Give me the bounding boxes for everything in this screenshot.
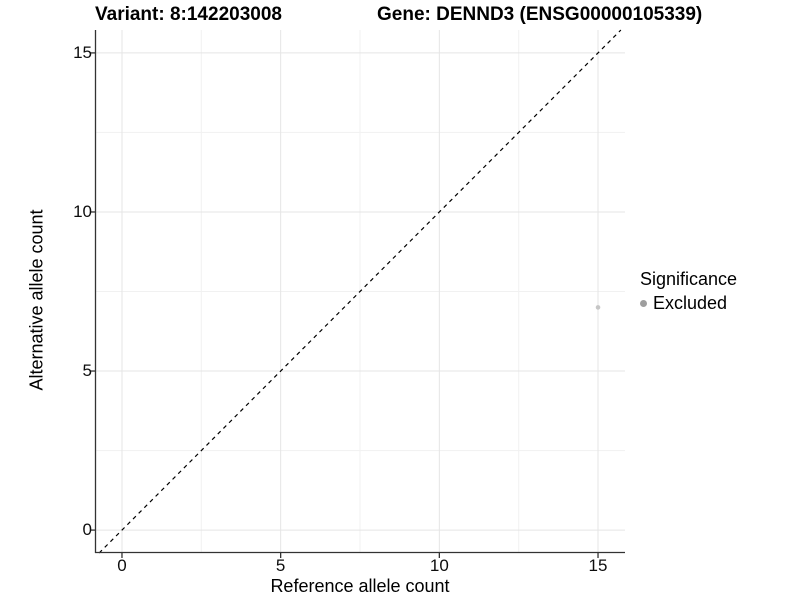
legend-item: Excluded <box>640 292 737 314</box>
identity-dashed-line <box>98 29 622 554</box>
x-tick-label: 10 <box>429 556 449 575</box>
plot-title-gene: Gene: DENND3 (ENSG00000105339) <box>377 4 703 25</box>
y-tick-label: 10 <box>73 201 92 221</box>
legend-title: Significance <box>640 269 738 289</box>
legend-item-label: Excluded <box>653 293 728 313</box>
legend-items: Excluded <box>640 292 737 314</box>
legend: Significance Excluded <box>640 268 737 314</box>
y-tick-label: 15 <box>73 42 92 62</box>
plot-panel <box>90 29 625 558</box>
y-axis-title: Alternative allele count <box>26 209 47 391</box>
x-tick-label: 15 <box>588 556 608 575</box>
legend-point-icon <box>640 299 647 307</box>
scatter-plot-svg <box>90 29 625 558</box>
x-tick-label: 0 <box>117 556 127 575</box>
y-tick-label: 0 <box>82 520 92 540</box>
x-axis-title: Reference allele count <box>270 576 450 596</box>
data-point <box>595 305 601 310</box>
plot-title-variant: Variant: 8:142203008 <box>95 4 282 25</box>
y-tick-label: 5 <box>82 361 92 381</box>
x-tick-label: 5 <box>275 556 286 575</box>
